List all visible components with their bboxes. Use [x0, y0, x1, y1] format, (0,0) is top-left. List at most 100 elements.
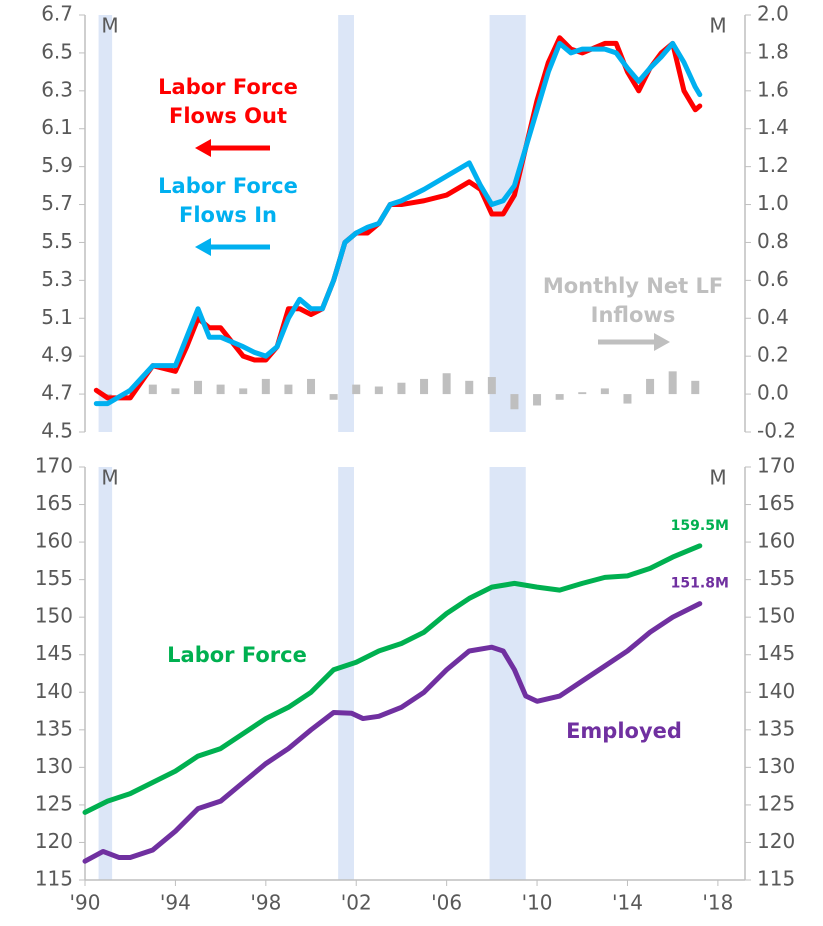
bar [171, 388, 180, 395]
x-tick-label: '98 [250, 891, 281, 915]
y2-tick-label: 155 [757, 566, 795, 590]
end-label: 159.5M [671, 518, 729, 534]
y-tick-label: 6.5 [41, 39, 73, 63]
y2-tick-label: 0.2 [757, 343, 789, 367]
line-series [82, 601, 703, 864]
y2-tick-label: 1.8 [757, 39, 789, 63]
bar [600, 388, 609, 395]
bar [352, 384, 361, 395]
bar [329, 394, 338, 400]
y-tick-label: 4.5 [41, 419, 73, 443]
y-tick-label: 6.7 [41, 2, 73, 26]
bar [194, 380, 203, 395]
y-tick-label: 135 [35, 716, 73, 740]
y2-tick-label: 165 [757, 491, 795, 515]
y-tick-label: 5.3 [41, 267, 73, 291]
arrow-head [654, 333, 670, 351]
bar [307, 378, 316, 395]
y2-tick-label: 2.0 [757, 2, 789, 26]
bar [533, 394, 542, 406]
bar [284, 384, 293, 395]
x-tick-label: '90 [70, 891, 101, 915]
y-tick-label: 5.5 [41, 229, 73, 253]
bar [216, 384, 225, 395]
bar [148, 384, 157, 395]
bar [397, 382, 406, 395]
x-tick-label: '18 [702, 891, 733, 915]
period-label: M [101, 466, 118, 490]
bar [668, 371, 677, 395]
y2-tick-label: 0.0 [757, 381, 789, 405]
bar [646, 378, 655, 395]
y2-tick-label: 150 [757, 604, 795, 628]
y2-tick-label: 0.4 [757, 305, 789, 329]
recession-band [489, 15, 526, 432]
y-tick-label: 4.9 [41, 343, 73, 367]
y-tick-label: 5.1 [41, 305, 73, 329]
y2-tick-label: 170 [757, 454, 795, 478]
y2-tick-label: 1.2 [757, 153, 789, 177]
y-tick-label: 5.7 [41, 191, 73, 215]
y2-tick-label: 135 [757, 716, 795, 740]
arrow-head [195, 139, 211, 157]
y2-tick-label: 140 [757, 679, 795, 703]
x-tick-label: '10 [522, 891, 553, 915]
y-tick-label: 125 [35, 791, 73, 815]
annotation: Monthly Net LF Inflows [542, 274, 724, 327]
y2-tick-label: 125 [757, 791, 795, 815]
x-tick-label: '14 [612, 891, 643, 915]
y-tick-label: 120 [35, 829, 73, 853]
y2-tick-label: -0.2 [757, 419, 796, 443]
y-tick-label: 140 [35, 679, 73, 703]
y-tick-label: 115 [35, 867, 73, 891]
annotation: Labor Force Flows Out [158, 75, 298, 128]
line-series [82, 543, 703, 815]
recession-band [98, 15, 113, 432]
bar [261, 378, 270, 395]
bar [487, 377, 496, 395]
y2-tick-label: 0.6 [757, 267, 789, 291]
bar [555, 394, 564, 400]
recession-band [338, 467, 354, 880]
y-tick-label: 150 [35, 604, 73, 628]
y2-tick-label: 0.8 [757, 229, 789, 253]
bar [465, 380, 474, 395]
bar [510, 394, 519, 410]
x-tick-label: '94 [160, 891, 191, 915]
period-label: M [709, 14, 726, 38]
y-tick-label: 155 [35, 566, 73, 590]
y-tick-label: 6.1 [41, 115, 73, 139]
recession-band [338, 15, 354, 432]
x-tick-label: '02 [341, 891, 372, 915]
y-tick-label: 6.3 [41, 77, 73, 101]
y2-tick-label: 120 [757, 829, 795, 853]
y2-tick-label: 160 [757, 529, 795, 553]
period-label: M [709, 466, 726, 490]
line-series [93, 35, 703, 401]
arrow-head [195, 238, 211, 256]
y2-tick-label: 1.6 [757, 77, 789, 101]
bar [239, 388, 248, 395]
y2-tick-label: 1.4 [757, 115, 789, 139]
bar [578, 392, 587, 395]
x-tick-label: '06 [431, 891, 462, 915]
line-series [93, 40, 703, 407]
recession-band [98, 467, 113, 880]
y2-tick-label: 1.0 [757, 191, 789, 215]
y2-tick-label: 130 [757, 754, 795, 778]
annotation: Employed [566, 719, 682, 743]
y-tick-label: 4.7 [41, 381, 73, 405]
recession-band [489, 467, 526, 880]
bar [442, 373, 451, 395]
y-tick-label: 160 [35, 529, 73, 553]
y2-tick-label: 145 [757, 641, 795, 665]
y-tick-label: 145 [35, 641, 73, 665]
annotation: Labor Force [167, 643, 307, 667]
bar [623, 394, 632, 404]
y-tick-label: 130 [35, 754, 73, 778]
bar [420, 378, 429, 395]
y-tick-label: 170 [35, 454, 73, 478]
bar [691, 380, 700, 395]
